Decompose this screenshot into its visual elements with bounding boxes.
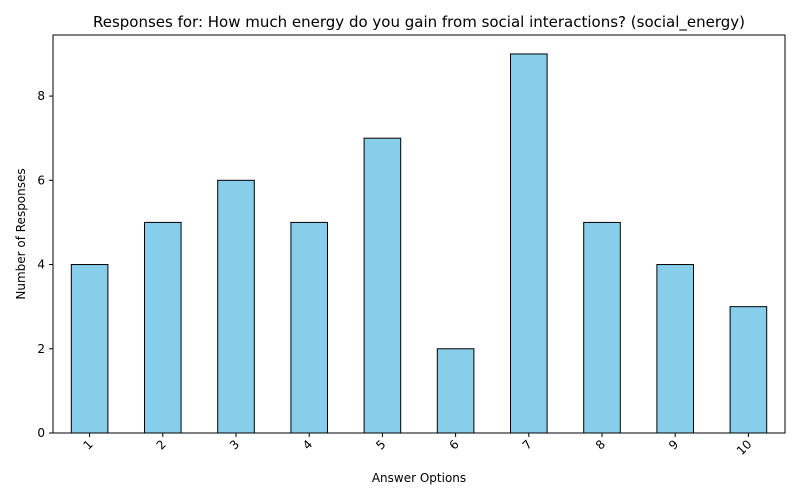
- plot-frame: [52, 34, 786, 434]
- x-tick-label: 8: [593, 437, 608, 452]
- x-tick-label: 7: [520, 437, 535, 452]
- bar-4: [290, 221, 328, 434]
- bar-2: [144, 221, 182, 434]
- x-tick-label: 6: [446, 437, 461, 452]
- chart-title: Responses for: How much energy do you ga…: [93, 13, 745, 32]
- x-tick-label: 1: [80, 437, 95, 452]
- x-tick-label: 4: [300, 437, 315, 452]
- bar-7: [510, 53, 548, 434]
- bar-5: [363, 137, 402, 434]
- x-axis-ticks: 1 2 3 4 5 6 7 8 9 10: [80, 433, 755, 458]
- y-axis-label: Number of Responses: [14, 168, 28, 299]
- bar-9: [656, 264, 695, 434]
- bars-group: [70, 53, 768, 434]
- x-tick-label: 2: [154, 437, 169, 452]
- y-tick-label: 8: [37, 89, 45, 103]
- y-tick-label: 4: [37, 258, 45, 272]
- bar-8: [583, 221, 621, 434]
- x-tick-label: 10: [734, 437, 755, 458]
- bar-10: [729, 306, 768, 434]
- y-axis-ticks: 0 2 4 6 8: [37, 89, 53, 440]
- y-tick-label: 6: [37, 173, 45, 187]
- x-axis-label: Answer Options: [372, 471, 466, 485]
- x-tick-label: 9: [666, 437, 681, 452]
- bar-6: [436, 348, 475, 434]
- y-tick-label: 0: [37, 426, 45, 440]
- bar-1: [70, 264, 109, 434]
- x-tick-label: 3: [227, 437, 242, 452]
- x-tick-label: 5: [373, 437, 388, 452]
- bar-3: [217, 179, 255, 434]
- y-tick-label: 2: [37, 342, 45, 356]
